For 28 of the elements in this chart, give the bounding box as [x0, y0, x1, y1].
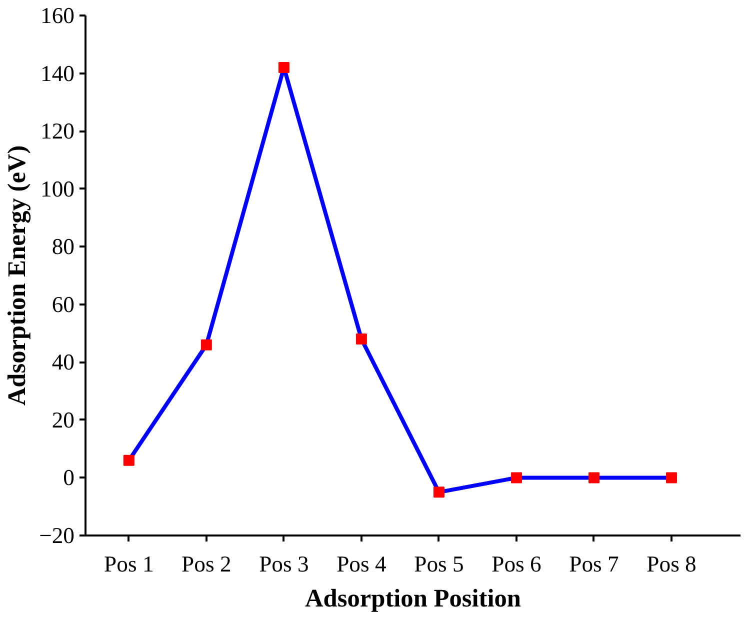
point — [278, 62, 290, 73]
y-tick-label: 60 — [52, 292, 74, 317]
y-tick-label: 160 — [40, 3, 74, 28]
point — [666, 472, 678, 484]
y-tick-label: 80 — [52, 234, 74, 260]
point — [433, 486, 444, 498]
point — [510, 472, 522, 484]
y-tick-label: 20 — [52, 407, 74, 432]
x-tick-label: Pos 6 — [492, 552, 542, 576]
y-tick-label: 0 — [63, 465, 74, 490]
x-tick-label: Pos 8 — [646, 552, 696, 576]
x-tick-label: Pos 1 — [104, 552, 154, 576]
y-tick-label: 120 — [40, 118, 74, 144]
point — [356, 334, 367, 345]
y-tick-label: 140 — [40, 60, 74, 86]
x-tick-label: Pos 5 — [414, 552, 464, 576]
y-tick-label: 100 — [40, 176, 74, 202]
y-tick-label: −20 — [39, 523, 75, 548]
point — [200, 339, 212, 350]
y-tick-label: 40 — [52, 350, 74, 375]
point — [588, 472, 600, 484]
x-tick-label: Pos 4 — [336, 552, 386, 576]
x-tick-label: Pos 7 — [569, 552, 619, 576]
x-axis-title: Adsorption Position — [304, 584, 522, 612]
point — [123, 454, 134, 466]
y-axis-title: Adsorption Energy (eV) — [3, 145, 32, 406]
x-tick-label: Pos 3 — [259, 552, 309, 576]
x-tick-label: Pos 2 — [182, 552, 232, 576]
